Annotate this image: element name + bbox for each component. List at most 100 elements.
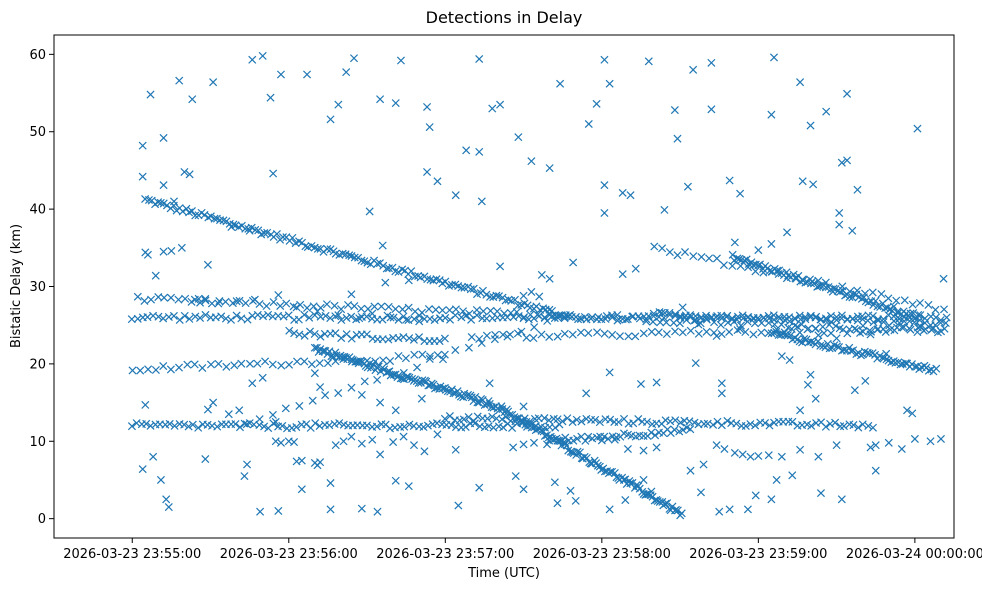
data-point-track-o — [772, 325, 781, 334]
x-tick-label: 2026-03-23 23:58:00 — [533, 547, 671, 562]
data-point-track-c — [533, 310, 542, 319]
data-point — [326, 479, 335, 488]
data-point-track-f — [402, 372, 411, 381]
data-point-track-i — [784, 417, 793, 426]
data-point-track-b — [259, 312, 268, 321]
data-point-track-k — [816, 281, 825, 290]
data-point-track-m — [782, 274, 791, 283]
data-point-track-c — [580, 312, 589, 321]
data-point — [715, 507, 724, 516]
data-point-track-b — [196, 313, 205, 322]
data-point-track-c — [322, 300, 331, 309]
data-point-track-d — [379, 356, 388, 365]
data-point-track-i — [614, 418, 623, 427]
data-point — [916, 321, 925, 330]
data-point — [169, 197, 179, 206]
data-point-track-a — [492, 291, 501, 300]
data-point-track-o — [537, 330, 546, 339]
data-point-track-h — [419, 423, 428, 432]
data-point-track-b — [201, 310, 210, 319]
data-point — [527, 287, 536, 296]
data-point-track-d — [183, 360, 192, 369]
data-point — [897, 444, 906, 454]
data-point-track-a — [447, 280, 456, 289]
data-point-track-o — [529, 334, 538, 343]
data-point-track-o — [506, 330, 515, 339]
data-point — [908, 409, 917, 418]
data-point-track-d — [426, 352, 435, 361]
data-point-track-o — [522, 333, 531, 342]
x-axis: 2026-03-23 23:55:00 2026-03-23 23:56:00 20… — [63, 538, 982, 562]
data-point-track-d — [206, 360, 216, 369]
data-point — [357, 439, 366, 448]
data-point — [488, 104, 497, 113]
y-tick-label: 0 — [38, 512, 46, 527]
data-point-track-d — [323, 359, 332, 368]
data-point-track-k — [888, 306, 897, 315]
data-point — [188, 95, 197, 104]
data-point-track-c — [276, 301, 285, 310]
data-point-track-c — [601, 315, 610, 324]
data-point-track-p — [910, 318, 919, 327]
data-point-track-o — [795, 328, 804, 337]
data-point-track-d — [433, 351, 442, 360]
data-point-track-h — [260, 422, 269, 431]
data-point — [783, 228, 792, 237]
data-point — [496, 262, 505, 271]
data-point-track-n — [331, 329, 340, 338]
data-point-track-b — [378, 315, 387, 324]
x-tick-label: 2026-03-23 23:55:00 — [63, 547, 201, 562]
data-point — [386, 313, 395, 322]
data-point-track-o — [725, 327, 734, 337]
data-point — [514, 133, 523, 142]
data-point-track-p — [681, 311, 690, 320]
data-point-track-c — [235, 296, 244, 305]
data-point — [822, 107, 831, 116]
data-point — [232, 297, 241, 306]
data-point-track-i — [732, 419, 741, 428]
data-point — [835, 208, 844, 218]
data-point-track-n — [295, 330, 304, 339]
data-point — [159, 181, 168, 190]
data-point — [767, 239, 776, 248]
data-point-track-l — [786, 331, 795, 340]
data-point-track-p — [697, 313, 706, 322]
data-point-track-c — [411, 307, 420, 316]
data-point-track-c — [451, 305, 460, 314]
data-point-track-f — [369, 360, 378, 369]
data-point-track-a — [391, 267, 400, 276]
data-point-track-n — [384, 335, 393, 344]
data-point-track-d — [136, 366, 145, 375]
data-point — [699, 460, 708, 469]
data-point-track-l — [932, 364, 941, 373]
data-point-track-d — [394, 351, 403, 361]
data-point-track-c — [160, 293, 169, 302]
data-point — [796, 406, 805, 415]
data-point-track-h — [165, 419, 174, 428]
y-tick-label: 50 — [29, 125, 46, 140]
data-point-track-m — [900, 296, 909, 305]
data-point — [644, 57, 653, 66]
data-point-track-o — [608, 330, 617, 339]
data-point-track-p — [713, 311, 722, 321]
data-point-track-c — [201, 296, 210, 305]
data-point — [798, 177, 807, 186]
data-point — [832, 441, 841, 450]
x-tick-label: 2026-03-23 23:57:00 — [376, 547, 514, 562]
data-point-track-i — [558, 417, 567, 426]
data-point-track-k — [869, 300, 878, 309]
data-point-track-h — [146, 421, 155, 430]
data-point-track-i — [520, 414, 529, 423]
data-point-track-i — [765, 421, 774, 430]
data-point-track-i — [591, 415, 600, 424]
data-point-track-m — [798, 275, 807, 284]
data-point-track-e — [308, 396, 317, 405]
data-point-track-d — [300, 357, 309, 366]
data-point-track-o — [491, 330, 500, 339]
data-point-track-i — [445, 412, 454, 421]
data-point — [292, 303, 301, 312]
data-point-track-j — [678, 425, 687, 435]
data-point — [378, 241, 387, 250]
data-point-track-k — [873, 302, 882, 311]
data-point — [316, 383, 325, 392]
